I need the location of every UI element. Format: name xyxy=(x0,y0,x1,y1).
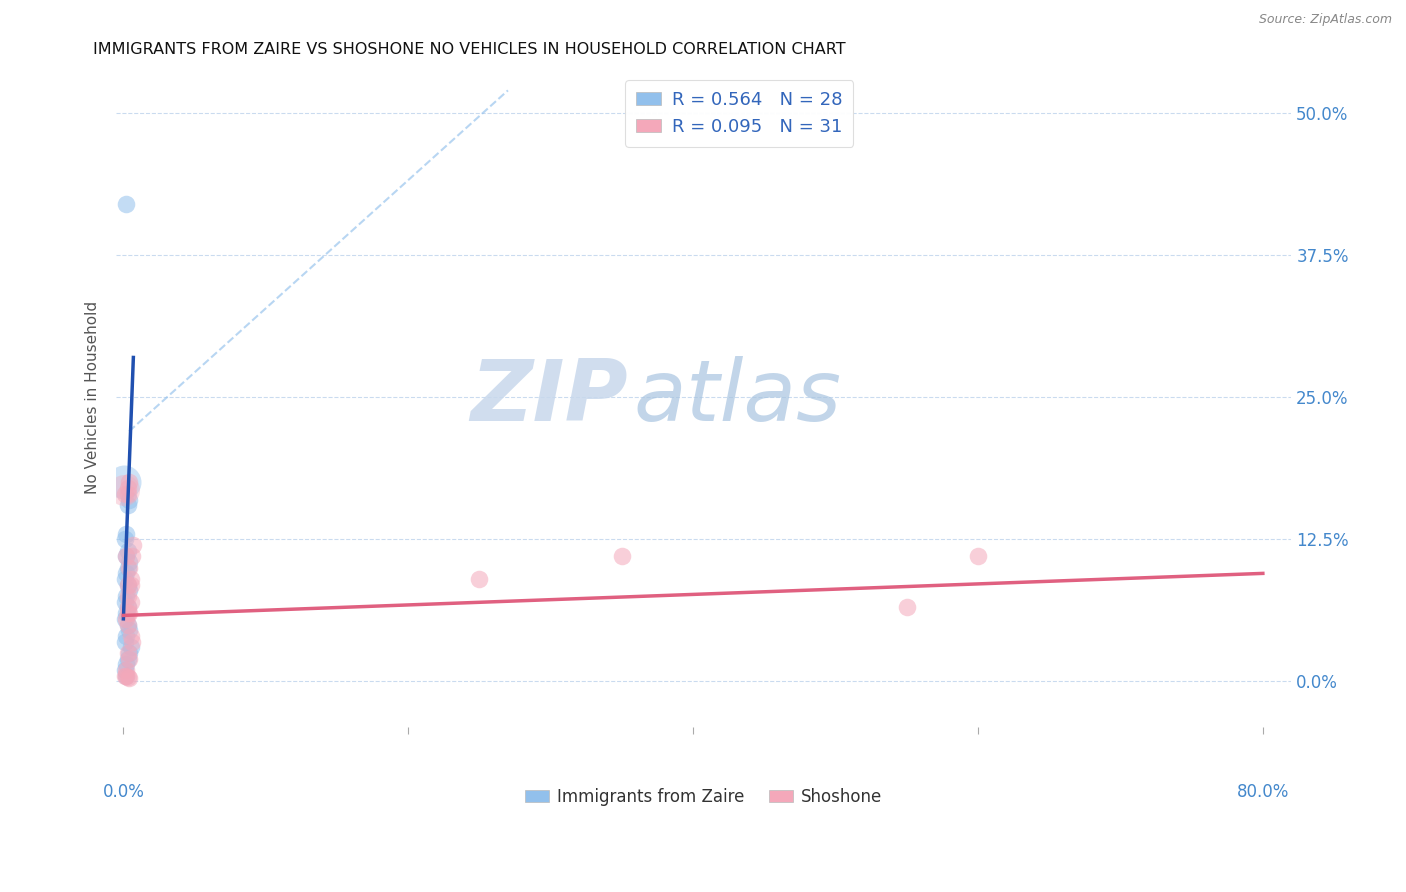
Point xyxy=(896,600,918,615)
Point xyxy=(121,634,143,648)
Text: ZIP: ZIP xyxy=(470,356,627,439)
Point xyxy=(120,595,142,609)
Point xyxy=(114,634,136,648)
Point xyxy=(118,560,141,574)
Point xyxy=(115,549,138,564)
Point xyxy=(114,663,136,677)
Point xyxy=(115,566,138,581)
Point xyxy=(118,606,141,620)
Point xyxy=(117,498,139,512)
Point xyxy=(115,606,138,620)
Point xyxy=(121,549,143,564)
Point xyxy=(118,475,141,490)
Point xyxy=(114,612,136,626)
Point xyxy=(120,640,142,655)
Point xyxy=(117,617,139,632)
Point xyxy=(118,624,141,638)
Point xyxy=(117,487,139,501)
Y-axis label: No Vehicles in Household: No Vehicles in Household xyxy=(86,301,100,494)
Point xyxy=(117,589,139,603)
Point xyxy=(115,629,138,643)
Point xyxy=(115,657,138,672)
Point xyxy=(115,589,138,603)
Point xyxy=(115,549,138,564)
Text: 80.0%: 80.0% xyxy=(1237,783,1289,801)
Point xyxy=(117,481,139,495)
Point xyxy=(117,600,139,615)
Point xyxy=(118,583,141,598)
Point xyxy=(115,526,138,541)
Text: 0.0%: 0.0% xyxy=(103,783,145,801)
Point xyxy=(120,629,142,643)
Point xyxy=(115,668,138,682)
Point xyxy=(117,560,139,574)
Point xyxy=(967,549,990,564)
Point xyxy=(114,595,136,609)
Point xyxy=(112,483,135,498)
Point xyxy=(117,543,139,558)
Legend: Immigrants from Zaire, Shoshone: Immigrants from Zaire, Shoshone xyxy=(519,781,889,813)
Point xyxy=(117,578,139,592)
Point xyxy=(118,651,141,665)
Point xyxy=(120,578,142,592)
Point xyxy=(118,555,141,569)
Text: IMMIGRANTS FROM ZAIRE VS SHOSHONE NO VEHICLES IN HOUSEHOLD CORRELATION CHART: IMMIGRANTS FROM ZAIRE VS SHOSHONE NO VEH… xyxy=(93,42,845,57)
Point xyxy=(114,487,136,501)
Point xyxy=(118,646,141,660)
Point xyxy=(114,572,136,586)
Point xyxy=(115,612,138,626)
Point xyxy=(468,572,491,586)
Point xyxy=(122,538,145,552)
Point xyxy=(117,646,139,660)
Point xyxy=(115,668,138,682)
Point xyxy=(115,663,138,677)
Point xyxy=(118,671,141,685)
Point xyxy=(114,668,136,682)
Point xyxy=(115,197,138,211)
Point xyxy=(610,549,633,564)
Point xyxy=(118,492,141,507)
Point xyxy=(120,572,142,586)
Point xyxy=(117,578,139,592)
Text: Source: ZipAtlas.com: Source: ZipAtlas.com xyxy=(1258,13,1392,27)
Point xyxy=(112,475,135,490)
Point xyxy=(114,533,136,547)
Point xyxy=(117,670,139,684)
Text: atlas: atlas xyxy=(633,356,841,439)
Point xyxy=(117,600,139,615)
Point xyxy=(117,651,139,665)
Point xyxy=(117,617,139,632)
Point xyxy=(117,606,139,620)
